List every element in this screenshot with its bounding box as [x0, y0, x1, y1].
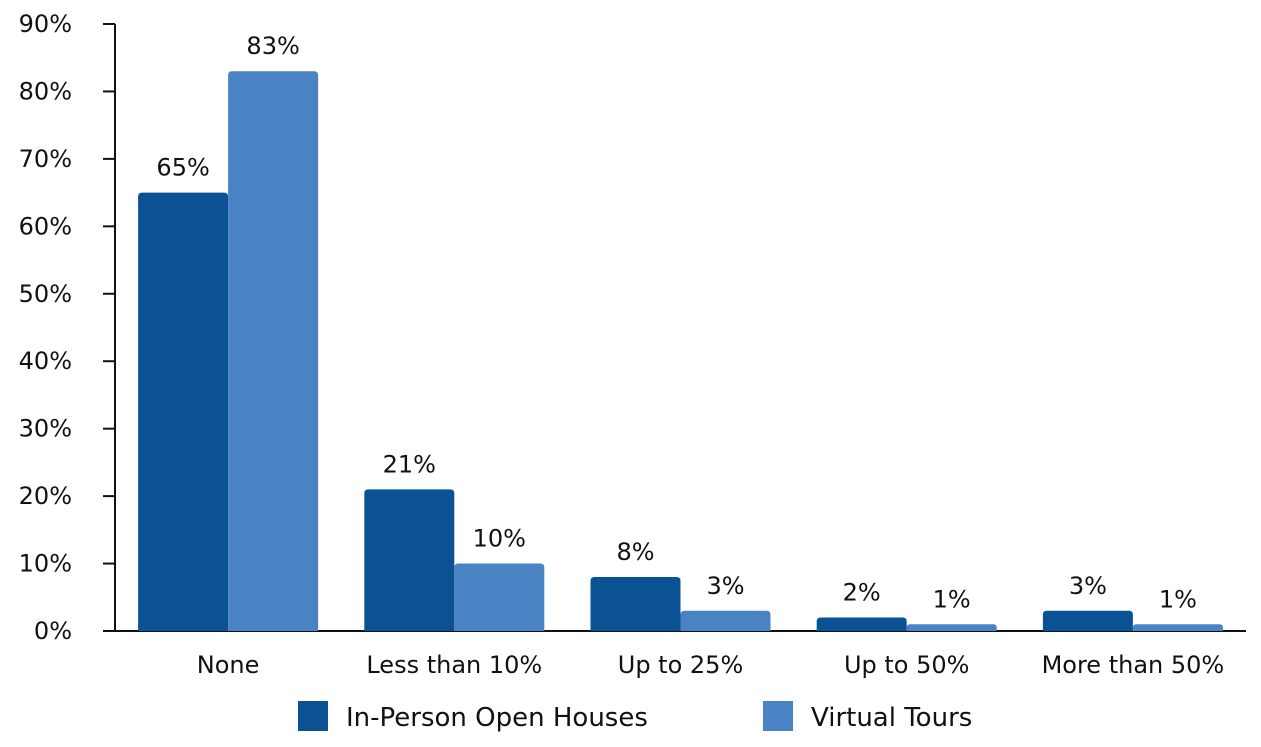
bar-virtual	[228, 71, 319, 631]
legend-label: Virtual Tours	[811, 703, 972, 733]
bar-in-person	[590, 577, 681, 631]
bar-in-person	[1042, 610, 1133, 631]
data-label: 21%	[383, 450, 436, 478]
x-category-label: None	[197, 651, 260, 679]
data-label: 8%	[616, 538, 654, 566]
x-category-label: More than 50%	[1042, 651, 1225, 679]
y-tick-label: 0%	[34, 617, 72, 645]
legend-swatch	[298, 701, 328, 731]
bar-in-person	[138, 192, 229, 631]
bar-in-person	[364, 489, 455, 631]
y-tick-label: 60%	[19, 212, 72, 240]
y-tick-label: 20%	[19, 482, 72, 510]
y-tick-label: 70%	[19, 145, 72, 173]
bar-in-person	[816, 617, 907, 631]
y-tick-label: 90%	[19, 10, 72, 38]
y-tick-label: 80%	[19, 77, 72, 105]
data-label: 83%	[246, 32, 299, 60]
data-label: 2%	[843, 579, 881, 607]
y-tick-label: 30%	[19, 415, 72, 443]
x-axis: None Less than 10% Up to 25% Up to 50% More …	[103, 630, 1246, 679]
data-label: 10%	[473, 525, 526, 553]
y-axis: 0% 10% 20% 30% 40% 50% 60% 70% 80% 90%	[19, 10, 116, 645]
data-label: 3%	[706, 572, 744, 600]
bar-virtual	[454, 563, 545, 631]
bars-group	[138, 71, 1223, 631]
y-tick-label: 50%	[19, 280, 72, 308]
x-category-label: Less than 10%	[366, 651, 542, 679]
bar-virtual	[680, 610, 771, 631]
x-category-label: Up to 50%	[844, 651, 970, 679]
bar-virtual	[1132, 624, 1223, 631]
legend-label: In-Person Open Houses	[346, 703, 648, 733]
y-tick-label: 10%	[19, 550, 72, 578]
legend-swatch	[763, 701, 793, 731]
y-tick-label: 40%	[19, 347, 72, 375]
data-label: 65%	[156, 154, 209, 182]
bar-virtual	[906, 624, 997, 631]
data-labels-group: 65% 83% 21% 10% 8% 3% 2% 1% 3% 1%	[156, 32, 1197, 613]
legend: In-Person Open Houses Virtual Tours	[298, 701, 972, 733]
data-label: 1%	[933, 585, 971, 613]
data-label: 1%	[1159, 585, 1197, 613]
data-label: 3%	[1069, 572, 1107, 600]
x-category-label: Up to 25%	[618, 651, 744, 679]
